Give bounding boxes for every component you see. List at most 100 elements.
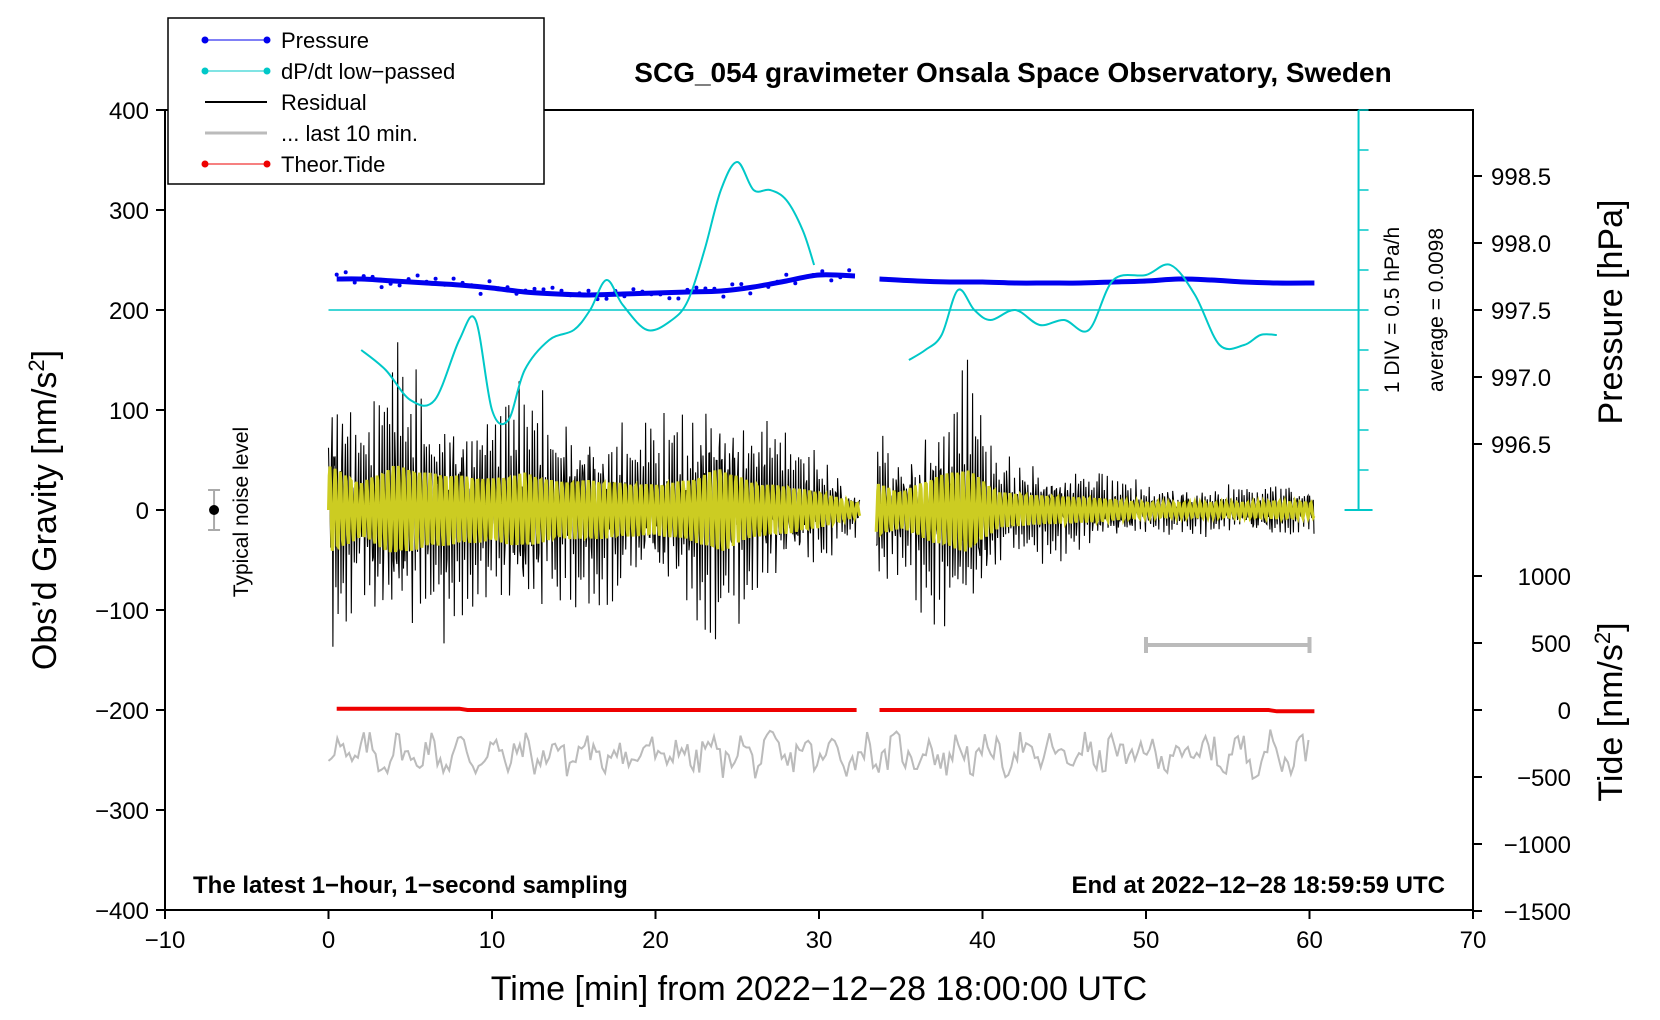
pressure-tick-label: 996.5 [1491,432,1551,459]
pressure-scatter-point [721,294,726,299]
y-tick-label: −100 [95,598,149,625]
pressure-scatter-point [829,278,834,283]
noise-level-bar [208,489,221,531]
pressure-scatter-point [406,277,411,282]
pressure-scatter-point [766,284,771,289]
x-tick-label: 0 [322,927,335,954]
y-axis-right-pressure-title: Pressure [hPa] [1592,200,1630,425]
pressure-scatter-point [667,296,672,301]
noise-bar-point [209,505,220,515]
y-tick-label: −200 [95,698,149,725]
pressure-scatter-point [388,281,393,286]
dpdt-curve-segment-2 [908,263,1277,361]
pressure-scatter-point [523,288,528,293]
legend-marker-dpdt [201,67,209,75]
annotation-left: The latest 1−hour, 1−second sampling [193,872,628,899]
tide-line-segment-2 [879,708,1315,714]
pressure-line-segment-1 [336,272,856,298]
pressure-scatter-point [811,273,816,277]
x-tick-label: 20 [642,927,669,954]
pressure-scatter-point [451,276,456,281]
pressure-scatter-point [433,276,438,281]
y-axis-right-tide: 1000 500 0 −500 −1000 −1500 [1473,564,1571,926]
y-axis-right-tide-title: Tide [nm/s2] [1590,622,1630,801]
tide-tick-label: −1500 [1504,899,1571,926]
y-tick-label: −400 [95,898,149,925]
pressure-scatter-point [586,288,591,293]
pressure-scatter-point [379,285,384,290]
x-axis-title: Time [min] from 2022−12−28 18:00:00 UTC [491,970,1147,1008]
series-layer [327,160,1359,781]
pressure-scatter-point [784,272,789,277]
pressure-scatter-point [352,280,357,285]
pressure-scatter-point [775,279,780,284]
pressure-scatter-point [739,282,744,287]
residual-lowpass-segment-2 [874,470,1316,552]
pressure-scatter-point [550,285,555,290]
pressure-scatter-point [676,296,681,301]
x-tick-label: 40 [969,927,996,954]
pressure-scatter-point [631,287,636,292]
pressure-tick-label: 998.0 [1491,231,1551,258]
x-tick-label: 60 [1296,927,1323,954]
dpdt-scale-label: 1 DIV = 0.5 hPa/h [1381,227,1404,393]
y-axis-left: 400 300 200 100 0 −100 −200 −300 −400 [95,98,165,925]
pressure-scatter-point [568,293,573,298]
tide-tick-label: −1000 [1504,832,1571,859]
pressure-scatter-point [424,279,429,284]
pressure-scatter-point [703,286,708,291]
legend-marker-tide [201,160,209,168]
dpdt-scale-bar [1344,109,1373,511]
dpdt-curve-segment-1 [360,160,816,426]
pressure-scatter-point [514,291,519,296]
pressure-scatter-point [469,283,474,288]
x-axis: −10 0 10 20 30 40 50 60 70 [145,910,1487,954]
pressure-scatter-point [487,279,492,284]
pressure-tick-label: 998.5 [1491,164,1551,191]
legend-label-residual: Residual [281,90,367,115]
pressure-scatter-point [640,289,645,294]
x-tick-label: −10 [145,927,186,954]
pressure-scatter-point [694,285,699,290]
x-tick-label: 70 [1460,927,1487,954]
pressure-scatter-point [730,282,735,287]
pressure-scatter-point [334,272,339,277]
y-tick-label: −300 [95,798,149,825]
pressure-scatter-point [505,285,510,290]
legend-label-pressure: Pressure [281,28,369,53]
pressure-scatter-point [496,286,501,291]
chart-title: SCG_054 gravimeter Onsala Space Observat… [634,57,1391,88]
y-axis-right-pressure: 998.5 998.0 997.5 997.0 996.5 [1473,164,1551,459]
y-tick-label: 200 [109,298,149,325]
pressure-scatter-point [415,273,420,278]
legend: Pressure dP/dt low−passed Residual ... l… [167,17,545,185]
legend-marker-dpdt-end [263,67,271,75]
pressure-scatter-point [478,291,483,296]
pressure-scatter-point [622,294,627,299]
x-tick-label: 30 [806,927,833,954]
pressure-scatter-point [397,283,402,288]
pressure-scatter-point [847,268,852,273]
pressure-scatter-point [802,275,807,280]
pressure-scatter-point [604,296,609,301]
legend-label-dpdt: dP/dt low−passed [281,59,455,84]
x-tick-label: 50 [1133,927,1160,954]
x-tick-label: 10 [479,927,506,954]
legend-label-tide: Theor.Tide [281,152,385,177]
tide-line-segment-1 [336,706,857,712]
pressure-scatter-point [442,282,447,287]
tide-tick-label: 500 [1531,631,1571,658]
tide-tick-label: −500 [1517,765,1571,792]
tide-tick-label: 0 [1558,698,1571,725]
pressure-line-segment-2 [879,276,1315,286]
y-tick-label: 300 [109,198,149,225]
pressure-scatter-point [685,287,690,292]
legend-marker-tide-end [263,160,271,168]
pressure-scatter-point [559,288,564,293]
pressure-scatter-point [361,274,366,279]
pressure-scatter-point [658,292,663,297]
pressure-scatter-point [460,280,465,285]
y-tick-label: 400 [109,98,149,125]
pressure-scatter-point [712,286,717,291]
pressure-scatter-point [577,291,582,296]
